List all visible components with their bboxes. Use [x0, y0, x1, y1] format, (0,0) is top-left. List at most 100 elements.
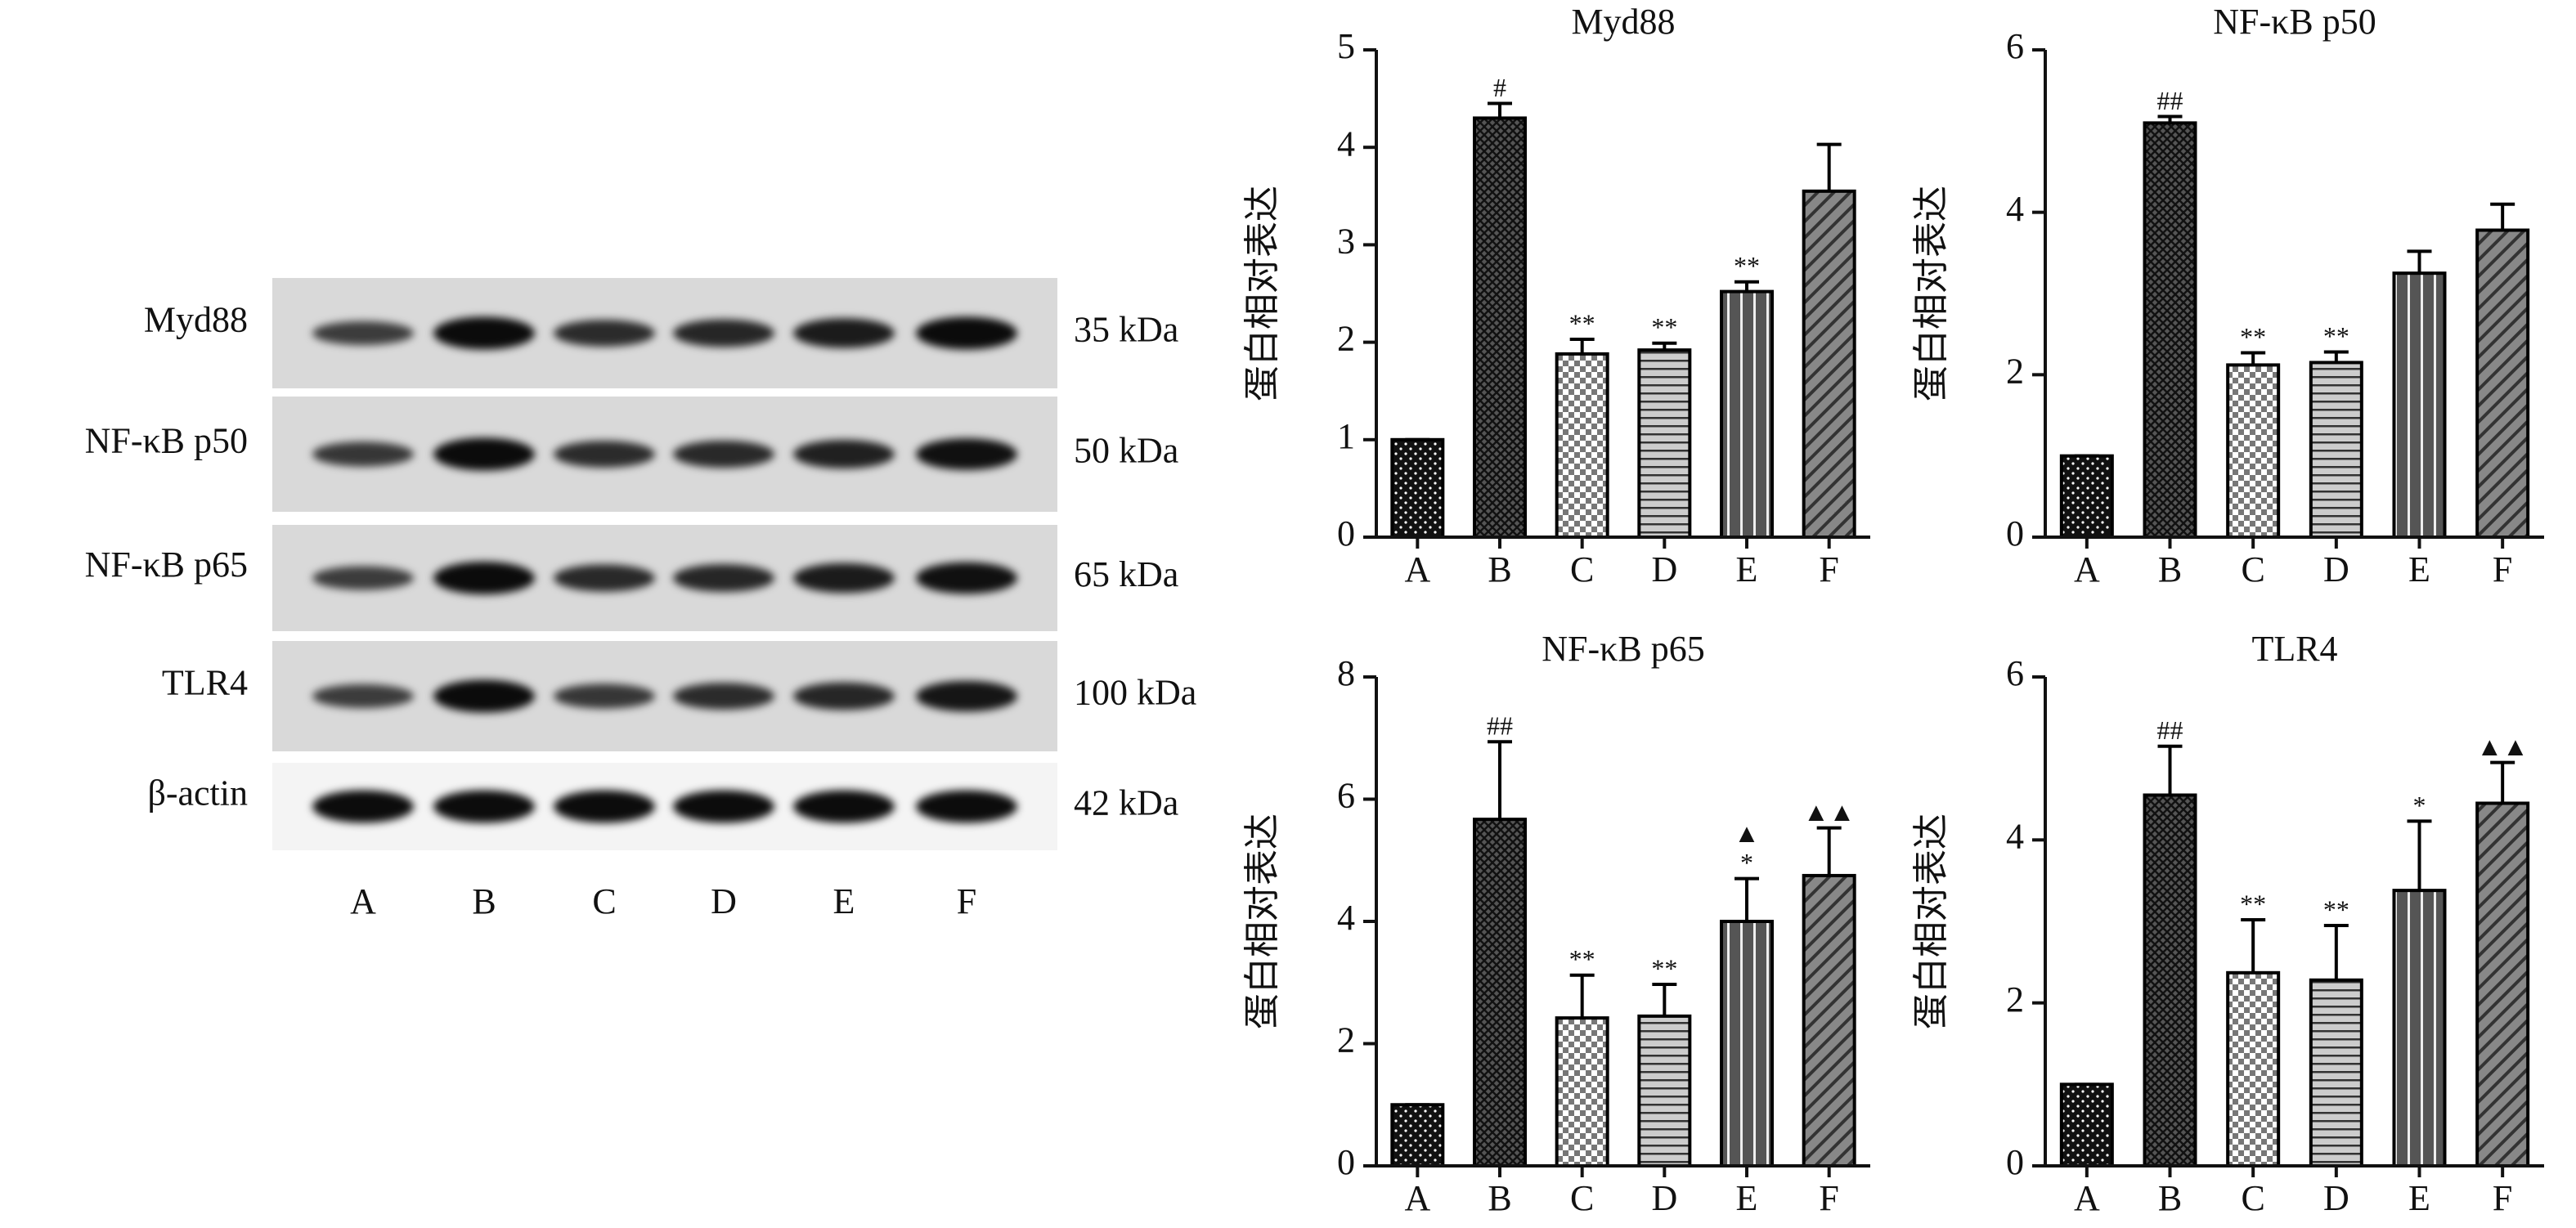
- bar: [2309, 361, 2363, 539]
- blot-lane-label: C: [592, 881, 616, 921]
- significance-mark: **: [2323, 321, 2349, 351]
- y-tick-label: 1: [1337, 416, 1355, 456]
- y-tick-label: 4: [1337, 123, 1355, 164]
- blot-lane-label: B: [472, 881, 496, 921]
- x-tick-label: B: [2158, 549, 2182, 589]
- y-tick-label: 4: [1337, 898, 1355, 938]
- blot-band: [673, 790, 774, 823]
- chart-title: Myd88: [1571, 2, 1675, 42]
- y-tick-label: 6: [2006, 653, 2024, 693]
- blot-band: [554, 683, 655, 709]
- y-tick-label: 2: [1337, 319, 1355, 359]
- blot-lane-label: F: [957, 881, 976, 921]
- y-axis-label: 蛋白相对表达: [1911, 813, 1951, 1029]
- y-tick-label: 2: [2006, 979, 2024, 1020]
- x-tick-label: A: [1404, 1178, 1430, 1218]
- x-tick-label: C: [1570, 1178, 1594, 1218]
- blot-band: [793, 682, 895, 710]
- bar: [1637, 1014, 1692, 1168]
- significance-mark: **: [2240, 889, 2266, 918]
- x-tick-label: E: [2408, 549, 2430, 589]
- blot-band: [312, 683, 414, 709]
- blot-size-label: 100 kDa: [1074, 673, 1196, 713]
- bar: [2475, 228, 2530, 539]
- blot-band: [916, 790, 1017, 823]
- y-tick-label: 6: [1337, 776, 1355, 816]
- y-tick-label: 5: [1337, 26, 1355, 66]
- blot-band: [433, 437, 535, 471]
- blot-row-label: β-actin: [147, 773, 248, 813]
- x-tick-label: F: [2493, 549, 2512, 589]
- x-tick-label: A: [1404, 549, 1430, 589]
- blot-row-label: Myd88: [144, 300, 248, 340]
- blot-band: [554, 320, 655, 347]
- significance-mark: **: [2240, 322, 2266, 352]
- significance-mark: ▲▲: [1803, 797, 1855, 827]
- x-tick-label: B: [1488, 549, 1511, 589]
- bar: [2309, 978, 2363, 1168]
- blot-band: [312, 320, 414, 346]
- significance-mark: *: [1740, 848, 1753, 877]
- x-tick-label: D: [2323, 549, 2349, 589]
- bar: [1555, 352, 1609, 539]
- significance-mark: ##: [1487, 711, 1513, 741]
- bar: [1637, 348, 1692, 539]
- significance-mark: #: [1493, 73, 1506, 102]
- bar: [1802, 873, 1856, 1167]
- significance-mark: **: [1651, 312, 1677, 342]
- blot-band: [312, 441, 414, 467]
- bar: [1555, 1016, 1609, 1167]
- blot-band: [793, 318, 895, 348]
- x-tick-label: C: [2241, 549, 2264, 589]
- blot-size-label: 42 kDa: [1074, 783, 1178, 823]
- blot-band: [312, 566, 414, 590]
- chart-title: NF-κB p65: [1542, 629, 1704, 669]
- blot-lane-label: D: [711, 881, 737, 921]
- blot-band: [433, 316, 535, 350]
- blot-band: [916, 680, 1017, 712]
- blot-band: [793, 790, 895, 823]
- x-tick-label: A: [2074, 1178, 2100, 1218]
- blot-band: [916, 562, 1017, 594]
- x-tick-label: E: [1736, 549, 1758, 589]
- y-tick-label: 2: [1337, 1020, 1355, 1060]
- blot-band: [433, 679, 535, 713]
- bar: [1473, 818, 1527, 1167]
- significance-mark: *: [2413, 791, 2426, 820]
- significance-mark: **: [2323, 894, 2349, 924]
- significance-mark: ▲▲: [2476, 732, 2528, 761]
- y-tick-label: 4: [2006, 816, 2024, 856]
- significance-mark: ##: [2157, 715, 2183, 745]
- chart-title: TLR4: [2251, 629, 2337, 669]
- y-axis-label: 蛋白相对表达: [1242, 186, 1282, 401]
- x-tick-label: F: [1819, 549, 1838, 589]
- significance-mark: **: [1734, 251, 1760, 280]
- y-axis-label: 蛋白相对表达: [1242, 813, 1282, 1029]
- x-tick-label: B: [1488, 1178, 1511, 1218]
- bar: [1473, 116, 1527, 539]
- blot-size-label: 35 kDa: [1074, 310, 1178, 350]
- y-tick-label: 6: [2006, 26, 2024, 66]
- x-tick-label: D: [1651, 549, 1677, 589]
- blot-band: [554, 790, 655, 823]
- blot-band: [916, 316, 1017, 350]
- blot-band: [673, 440, 774, 468]
- significance-mark: ▲: [1734, 818, 1760, 848]
- blot-band: [793, 562, 895, 594]
- blot-band: [312, 790, 414, 823]
- bar: [2143, 121, 2197, 539]
- bar: [2392, 889, 2447, 1168]
- blot-size-label: 50 kDa: [1074, 431, 1178, 471]
- blot-row-label: NF-κB p65: [85, 545, 248, 585]
- bar: [2392, 271, 2447, 539]
- bar: [1390, 1103, 1445, 1167]
- x-tick-label: F: [1819, 1178, 1838, 1218]
- bar: [2226, 363, 2281, 539]
- bar: [1390, 437, 1445, 539]
- x-tick-label: C: [1570, 549, 1594, 589]
- bar: [1720, 289, 1774, 539]
- blot-row-label: TLR4: [162, 663, 248, 703]
- blot-band: [554, 564, 655, 592]
